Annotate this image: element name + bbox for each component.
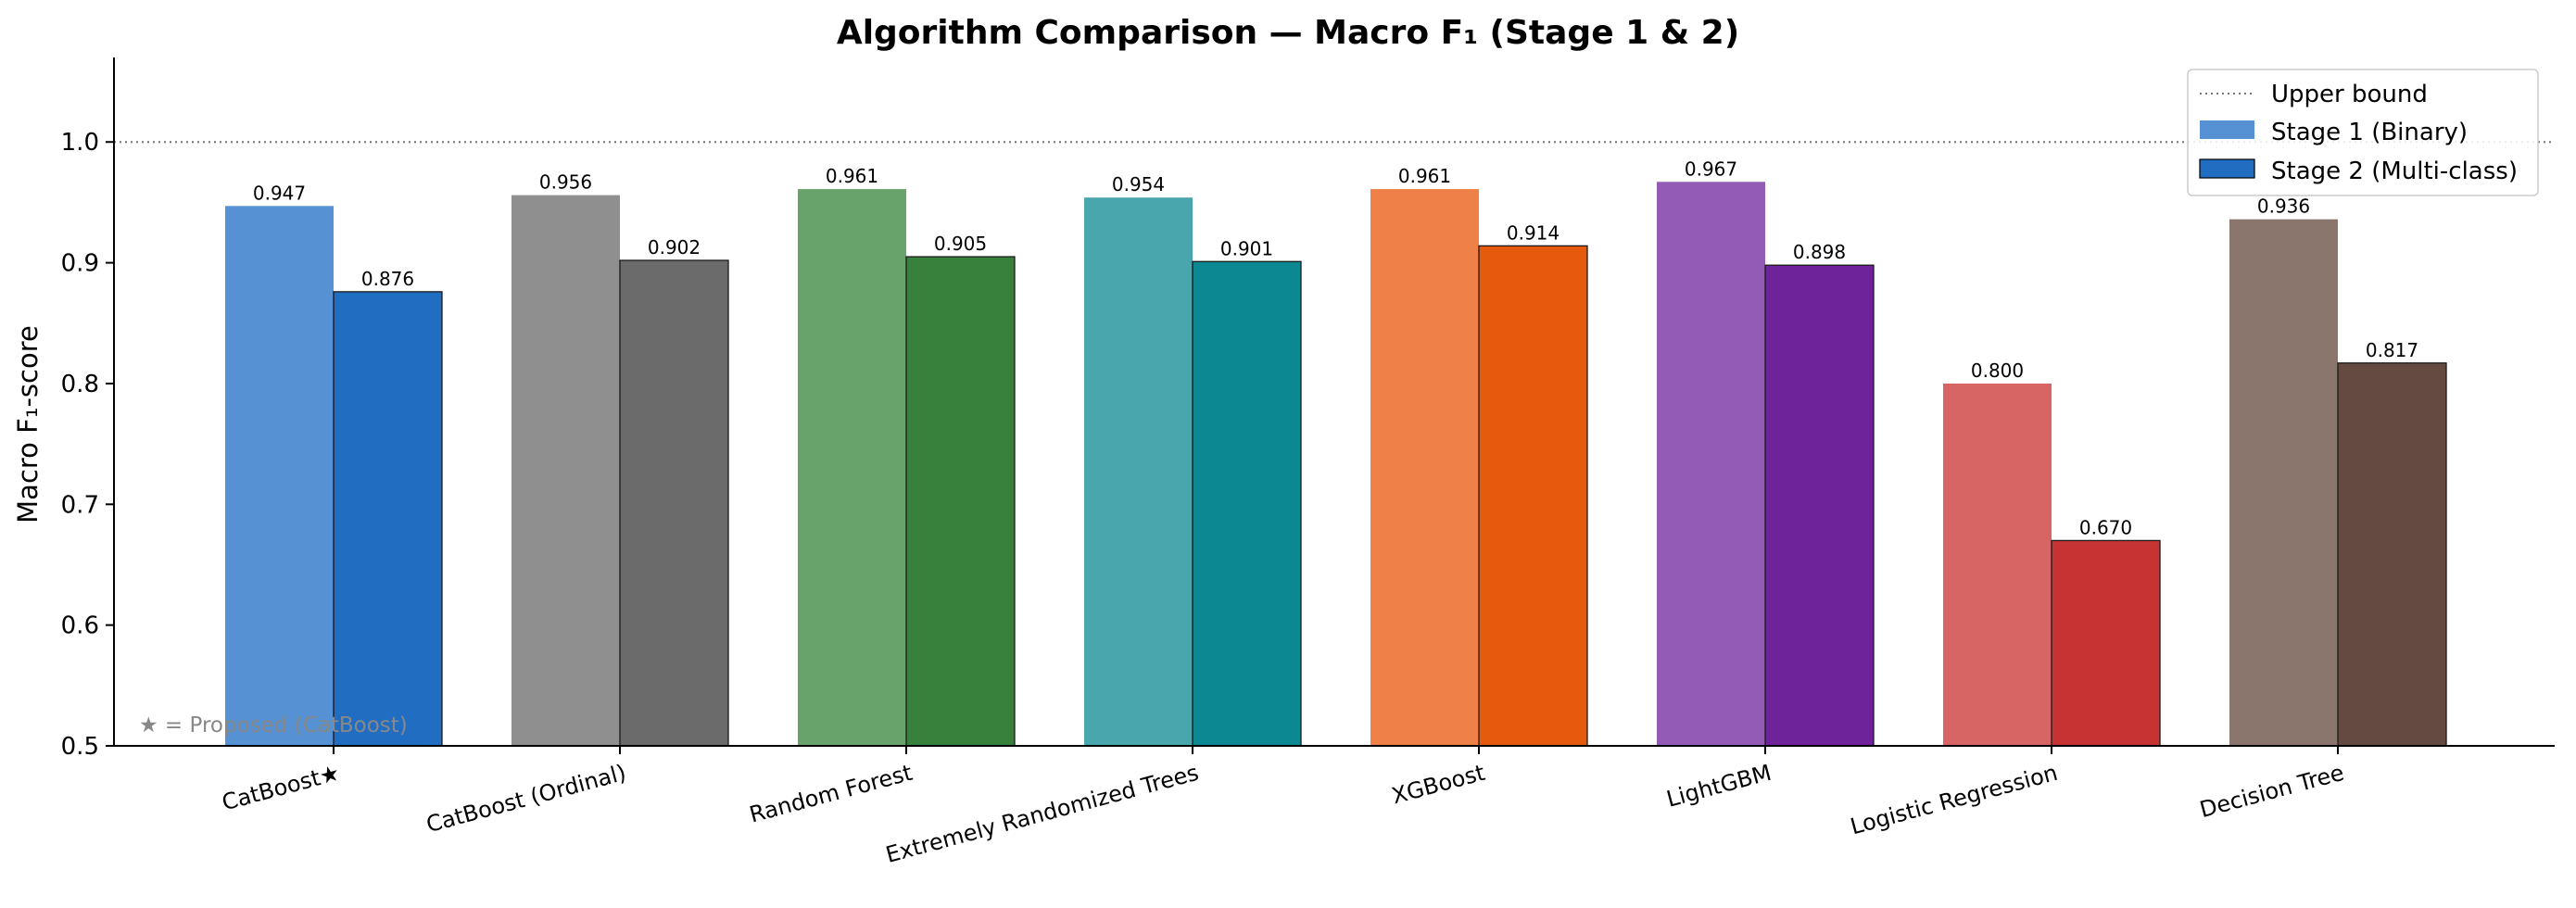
y-tick-label-1: 0.6 (61, 612, 99, 640)
proposed-annotation: ★ = Proposed (CatBoost) (139, 713, 408, 738)
x-axis: CatBoost★ CatBoost (Ordinal) Random Forest… (114, 745, 2555, 868)
y-axis-label: Macro F₁-score (12, 325, 44, 523)
data-label-stage1-4: 0.961 (1398, 165, 1451, 187)
bar-stage1-1 (511, 195, 620, 747)
y-axis: 0.5 0.6 0.7 0.8 0.9 1.0 (61, 57, 115, 761)
x-tick-label-4: XGBoost (1389, 760, 1488, 810)
data-label-stage1-0: 0.947 (253, 182, 306, 204)
x-tick-label-0: CatBoost★ (220, 760, 343, 816)
chart-title: Algorithm Comparison — Macro F₁ (Stage 1… (837, 14, 1739, 52)
data-label-stage1-2: 0.961 (826, 165, 878, 187)
y-tick-label-2: 0.7 (61, 491, 99, 519)
data-label-stage2-4: 0.914 (1507, 221, 1559, 244)
bar-stage1-0 (225, 206, 334, 747)
legend: Upper bound Stage 1 (Binary) Stage 2 (Mu… (2187, 69, 2539, 196)
x-tick-label-6: Logistic Regression (1848, 760, 2061, 840)
data-label-stage1-7: 0.936 (2257, 195, 2310, 218)
bar-stage2-0 (333, 291, 443, 747)
data-label-stage2-7: 0.817 (2366, 339, 2418, 361)
data-label-stage1-3: 0.954 (1112, 173, 1165, 195)
legend-box (2187, 69, 2539, 196)
bar-stage1-6 (1943, 383, 2052, 746)
bar-stage1-2 (798, 189, 906, 746)
bar-stage2-1 (619, 259, 729, 747)
x-tick-label-7: Decision Tree (2197, 760, 2347, 823)
bar-stage2-4 (1478, 245, 1588, 747)
bar-stage1-4 (1370, 189, 1479, 746)
y-tick-label-3: 0.8 (61, 371, 99, 398)
bar-stage2-3 (1192, 260, 1302, 747)
bar-stage1-3 (1084, 197, 1193, 746)
plot-area: 0.947 0.956 0.961 0.954 0.961 0.967 0.800 0.936… (114, 141, 2555, 747)
legend-stage2-swatch (2199, 158, 2255, 179)
bar-stage2-7 (2337, 362, 2447, 747)
bar-stage1-5 (1657, 182, 1765, 746)
x-tick-label-2: Random Forest (747, 760, 915, 828)
data-label-stage2-2: 0.905 (934, 233, 987, 255)
legend-stage1-swatch (2200, 120, 2254, 139)
bar-stage1-7 (2229, 219, 2338, 747)
data-label-stage2-3: 0.901 (1220, 237, 1273, 259)
legend-upper-bound-label: Upper bound (2271, 81, 2428, 108)
data-label-stage1-1: 0.956 (539, 171, 592, 194)
data-label-stage1-6: 0.800 (1971, 359, 2024, 382)
data-label-stage1-5: 0.967 (1685, 158, 1737, 180)
data-label-stage2-1: 0.902 (648, 236, 701, 259)
x-tick-label-5: LightGBM (1664, 760, 1774, 813)
legend-stage1-label: Stage 1 (Binary) (2271, 119, 2468, 146)
x-tick-label-3: Extremely Randomized Trees (883, 760, 1202, 868)
y-tick-label-5: 1.0 (61, 129, 99, 157)
data-label-stage2-5: 0.898 (1793, 241, 1846, 263)
x-tick-label-1: CatBoost (Ordinal) (423, 760, 629, 838)
data-label-stage2-0: 0.876 (361, 268, 414, 290)
y-tick-label-0: 0.5 (61, 733, 99, 761)
y-tick-label-4: 0.9 (61, 250, 99, 278)
legend-stage2-label: Stage 2 (Multi-class) (2271, 158, 2518, 185)
bar-stage2-6 (2051, 539, 2161, 747)
bar-stage2-5 (1764, 264, 1875, 747)
bar-stage2-2 (905, 256, 1016, 747)
data-label-stage2-6: 0.670 (2079, 516, 2132, 538)
